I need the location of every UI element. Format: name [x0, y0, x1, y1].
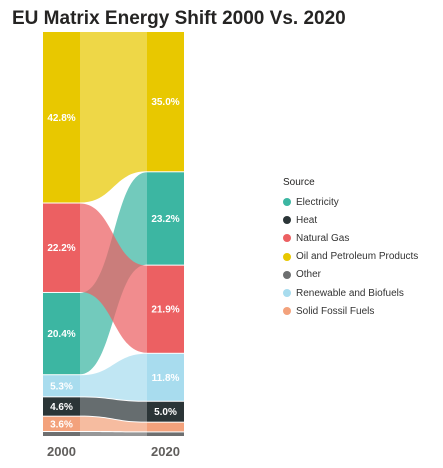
- segment-electricity-2000[interactable]: [43, 292, 80, 375]
- ribbons: [80, 32, 147, 436]
- ribbon-oil-and-petroleum-products[interactable]: [80, 32, 147, 203]
- data-label-renewable-and-biofuels-2000: 5.3%: [50, 381, 73, 392]
- data-label-oil-and-petroleum-products-2000: 42.8%: [47, 113, 75, 124]
- legend-marker-renewable-and-biofuels: [283, 289, 291, 298]
- legend-label-natural-gas: Natural Gas: [296, 232, 350, 244]
- data-label-renewable-and-biofuels-2020: 11.8%: [152, 373, 180, 384]
- segment-renewable-and-biofuels-2020[interactable]: [147, 353, 184, 401]
- ribbon-heat[interactable]: [80, 397, 147, 422]
- legend-marker-other: [283, 270, 291, 279]
- legend-marker-electricity: [283, 198, 291, 207]
- column-segments: 20.4% 4.6% 22.2% 42.8% 5.3% 3.6% 23.2% 5.0% 21.9…: [43, 32, 184, 436]
- segment-oil-and-petroleum-products-2020[interactable]: [147, 32, 184, 172]
- legend-items: Electricity Heat Natural Gas Oil and Petrol…: [283, 193, 418, 320]
- legend-item-oil-and-petroleum-products[interactable]: Oil and Petroleum Products: [283, 248, 418, 266]
- ribbon-solid-fossil-fuels[interactable]: [80, 416, 147, 432]
- data-label-oil-and-petroleum-products-2020: 35.0%: [151, 97, 179, 108]
- legend-marker-heat: [283, 216, 291, 225]
- legend-item-renewable-and-biofuels[interactable]: Renewable and Biofuels: [283, 284, 418, 302]
- chart-title: EU Matrix Energy Shift 2000 Vs. 2020: [12, 8, 346, 29]
- segment-natural-gas-2000[interactable]: [43, 203, 80, 292]
- legend: Source Electricity Heat Natural Gas Oil and…: [283, 177, 418, 320]
- legend-item-electricity[interactable]: Electricity: [283, 193, 418, 211]
- legend-label-oil-and-petroleum-products: Oil and Petroleum Products: [296, 251, 419, 263]
- data-label-natural-gas-2000: 22.2%: [47, 243, 75, 254]
- segment-solid-fossil-fuels-2020[interactable]: [147, 422, 184, 432]
- segment-heat-2000[interactable]: [43, 397, 80, 416]
- ribbon-renewable-and-biofuels[interactable]: [80, 353, 147, 401]
- x-tick-label-2020: 2020: [151, 444, 180, 459]
- legend-marker-solid-fossil-fuels: [283, 307, 291, 316]
- legend-item-heat[interactable]: Heat: [283, 211, 418, 229]
- segment-other-2000[interactable]: [43, 432, 80, 436]
- data-label-solid-fossil-fuels-2000: 3.6%: [50, 419, 73, 430]
- legend-marker-natural-gas: [283, 234, 291, 243]
- data-label-heat-2000: 4.6%: [50, 402, 73, 413]
- segment-renewable-and-biofuels-2000[interactable]: [43, 375, 80, 397]
- data-label-electricity-2020: 23.2%: [151, 214, 179, 225]
- segment-oil-and-petroleum-products-2000[interactable]: [43, 32, 80, 203]
- legend-label-heat: Heat: [296, 214, 318, 226]
- segment-solid-fossil-fuels-2000[interactable]: [43, 416, 80, 432]
- legend-label-renewable-and-biofuels: Renewable and Biofuels: [296, 287, 404, 299]
- segment-natural-gas-2020[interactable]: [147, 265, 184, 353]
- segment-other-2020[interactable]: [147, 432, 184, 436]
- segment-electricity-2020[interactable]: [147, 172, 184, 265]
- legend-label-solid-fossil-fuels: Solid Fossil Fuels: [296, 305, 375, 317]
- legend-label-electricity: Electricity: [296, 196, 339, 208]
- legend-label-other: Other: [296, 269, 322, 281]
- legend-item-other[interactable]: Other: [283, 266, 418, 284]
- segment-heat-2020[interactable]: [147, 401, 184, 422]
- legend-item-natural-gas[interactable]: Natural Gas: [283, 229, 418, 247]
- data-label-heat-2020: 5.0%: [154, 407, 177, 418]
- data-label-natural-gas-2020: 21.9%: [151, 305, 179, 316]
- legend-title: Source: [283, 177, 315, 188]
- legend-item-solid-fossil-fuels[interactable]: Solid Fossil Fuels: [283, 302, 418, 320]
- ribbon-other[interactable]: [80, 432, 147, 436]
- ribbon-natural-gas[interactable]: [80, 203, 147, 353]
- x-tick-label-2000: 2000: [47, 444, 76, 459]
- data-label-electricity-2000: 20.4%: [47, 329, 75, 340]
- legend-marker-oil-and-petroleum-products: [283, 252, 291, 261]
